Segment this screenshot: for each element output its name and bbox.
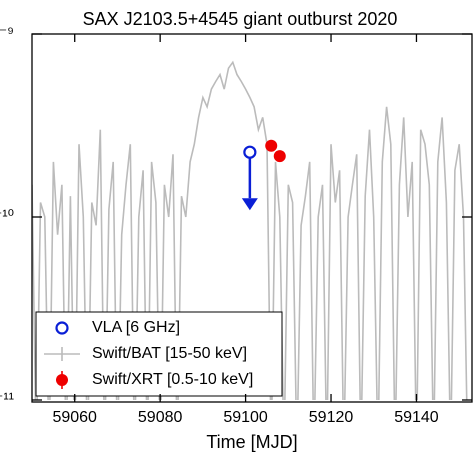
y-tick-label: 10⁻⁹ <box>0 25 14 42</box>
legend-marker <box>56 374 68 386</box>
xrt-point <box>265 139 278 152</box>
bat-line <box>32 60 468 400</box>
x-tick-label: 59120 <box>309 409 354 426</box>
x-axis-label: Time [MJD] <box>206 432 297 452</box>
x-tick-label: 59100 <box>223 409 268 426</box>
legend-box <box>35 311 283 397</box>
y-tick-label: 10⁻¹⁰ <box>0 208 14 225</box>
legend-marker <box>55 321 69 335</box>
upper-limit-head <box>241 198 258 211</box>
legend-label: Swift/BAT [15-50 keV] <box>92 345 247 362</box>
x-tick-label: 59140 <box>394 409 439 426</box>
legend-label: Swift/XRT [0.5-10 keV] <box>92 371 253 388</box>
y-tick-label: 10⁻¹¹ <box>0 391 14 408</box>
xrt-point <box>273 150 286 163</box>
legend: VLA [6 GHz] Swift/BAT [15-50 keV] Swift/XR… <box>35 311 283 397</box>
chart-title: SAX J2103.5+4545 giant outburst 2020 <box>83 9 398 29</box>
legend-label: VLA [6 GHz] <box>92 319 180 336</box>
plot-frame <box>31 33 473 403</box>
upper-limit-point <box>243 145 257 159</box>
plot-area <box>32 60 468 400</box>
x-tick-label: 59060 <box>52 409 97 426</box>
x-tick-label: 59080 <box>138 409 183 426</box>
